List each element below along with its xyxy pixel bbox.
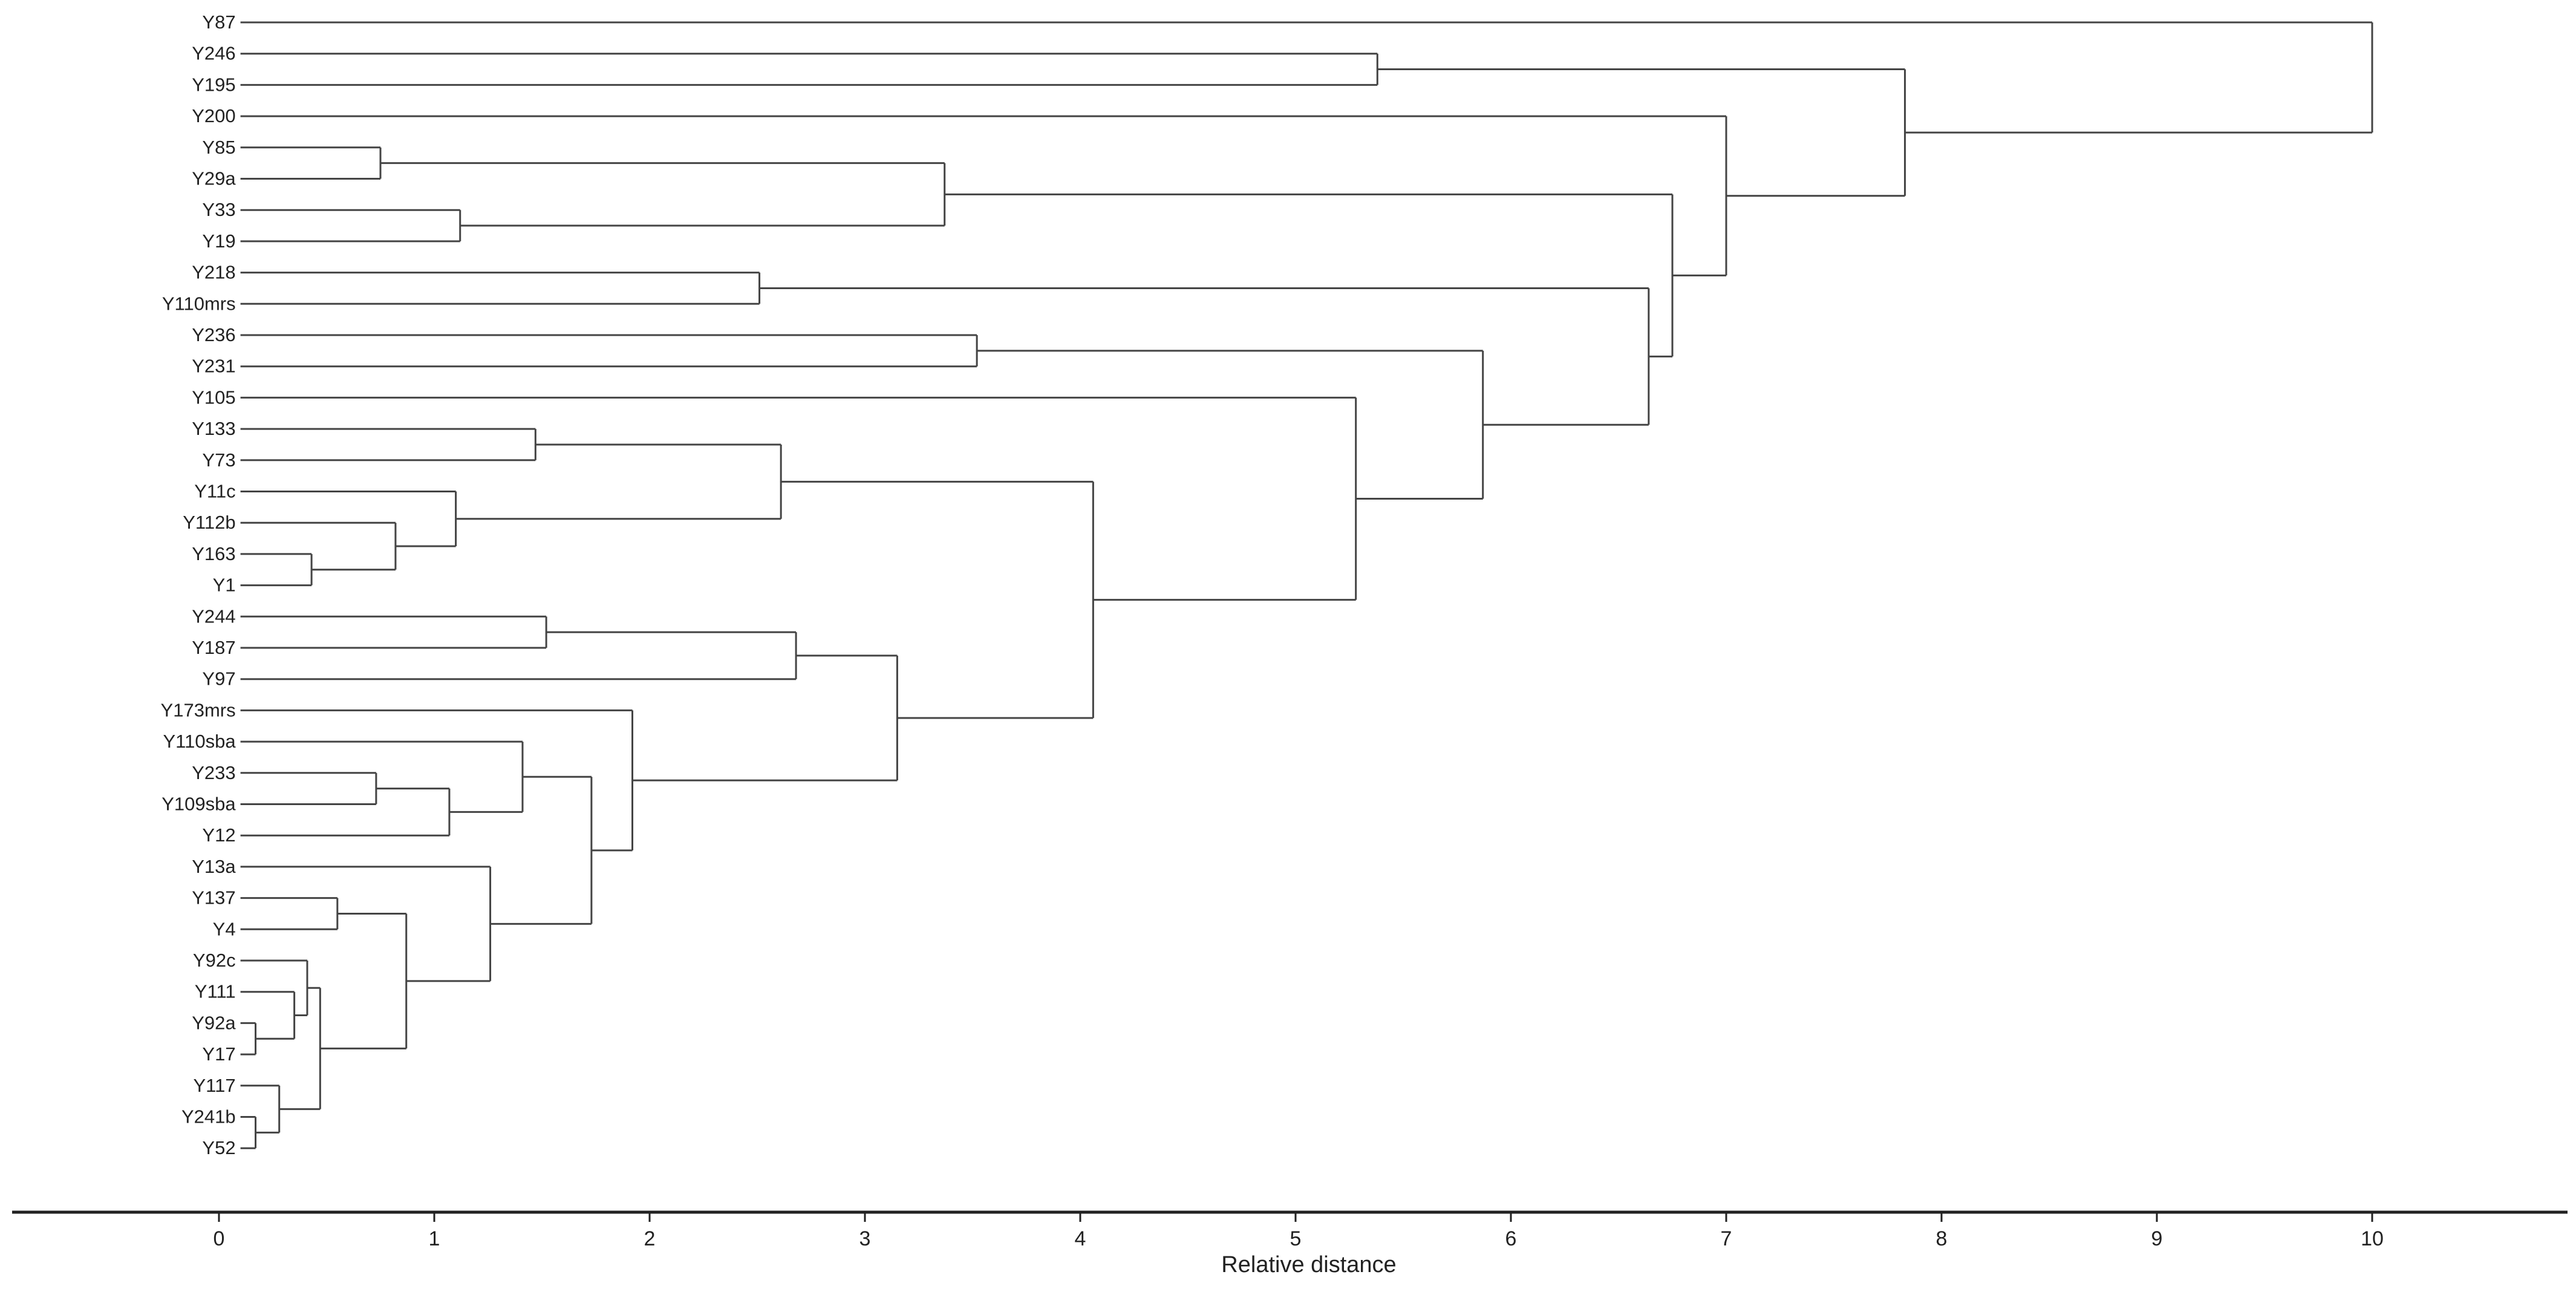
x-axis-tick-label: 8 [1936, 1227, 1948, 1250]
leaf-label: Y112b [183, 512, 235, 533]
leaf-label: Y97 [202, 668, 235, 690]
leaf-label: Y92c [193, 950, 236, 971]
leaf-label: Y105 [192, 387, 235, 408]
leaf-label: Y87 [202, 11, 235, 33]
leaf-label: Y133 [192, 418, 235, 439]
leaf-label: Y11c [194, 481, 235, 502]
leaf-label: Y29a [192, 168, 236, 189]
x-axis-ticks: 0 1 2 3 4 5 6 7 8 9 10 [214, 1212, 2384, 1250]
leaf-label: Y4 [213, 918, 236, 939]
x-axis-tick-label: 2 [644, 1227, 656, 1250]
leaf-label: Y73 [202, 449, 235, 471]
leaf-label: Y109sba [161, 794, 236, 815]
leaf-label: Y236 [192, 324, 235, 345]
leaf-label: Y163 [192, 543, 235, 564]
leaf-label: Y241b [181, 1106, 236, 1127]
x-axis-tick-label: 10 [2361, 1227, 2384, 1250]
x-axis-tick-label: 0 [214, 1227, 225, 1250]
x-axis-tick-label: 7 [1721, 1227, 1732, 1250]
x-axis-tick-label: 4 [1075, 1227, 1086, 1250]
leaf-label: Y85 [202, 137, 235, 158]
x-axis-title: Relative distance [1221, 1252, 1396, 1278]
leaf-label: Y17 [202, 1043, 235, 1065]
leaf-label: Y137 [192, 887, 235, 909]
leaf-label: Y92a [192, 1012, 236, 1033]
leaf-label: Y19 [202, 230, 235, 252]
x-axis: 0 1 2 3 4 5 6 7 8 9 10 Relative distance [12, 1210, 2568, 1278]
leaf-label: Y246 [192, 43, 235, 64]
x-axis-tick-label: 3 [859, 1227, 871, 1250]
leaf-label: Y33 [202, 199, 235, 220]
leaf-label: Y233 [192, 762, 235, 783]
leaf-labels: Y87 Y246 Y195 Y200 Y85 Y29a Y33 Y19 Y218 Y110mrs Y… [161, 11, 236, 1158]
x-axis-tick-label: 6 [1505, 1227, 1517, 1250]
leaf-label: Y218 [192, 262, 235, 283]
dendrogram-links [240, 21, 2373, 1149]
x-axis-tick-label: 9 [2151, 1227, 2163, 1250]
x-axis-tick-label: 1 [429, 1227, 440, 1250]
leaf-label: Y117 [193, 1075, 235, 1096]
leaf-label: Y13a [192, 856, 236, 877]
leaf-label: Y195 [192, 74, 235, 95]
leaf-label: Y200 [192, 105, 235, 126]
leaf-label: Y110mrs [162, 293, 236, 314]
x-axis-tick-label: 5 [1290, 1227, 1302, 1250]
leaf-label: Y187 [192, 637, 235, 658]
leaf-label: Y231 [192, 356, 235, 377]
leaf-label: Y1 [213, 575, 236, 596]
leaf-label: Y111 [195, 981, 236, 1002]
leaf-label: Y173mrs [161, 699, 236, 720]
leaf-label: Y12 [202, 824, 235, 846]
leaf-label: Y244 [192, 605, 235, 627]
leaf-label: Y110sba [163, 731, 236, 752]
leaf-label: Y52 [202, 1137, 235, 1158]
